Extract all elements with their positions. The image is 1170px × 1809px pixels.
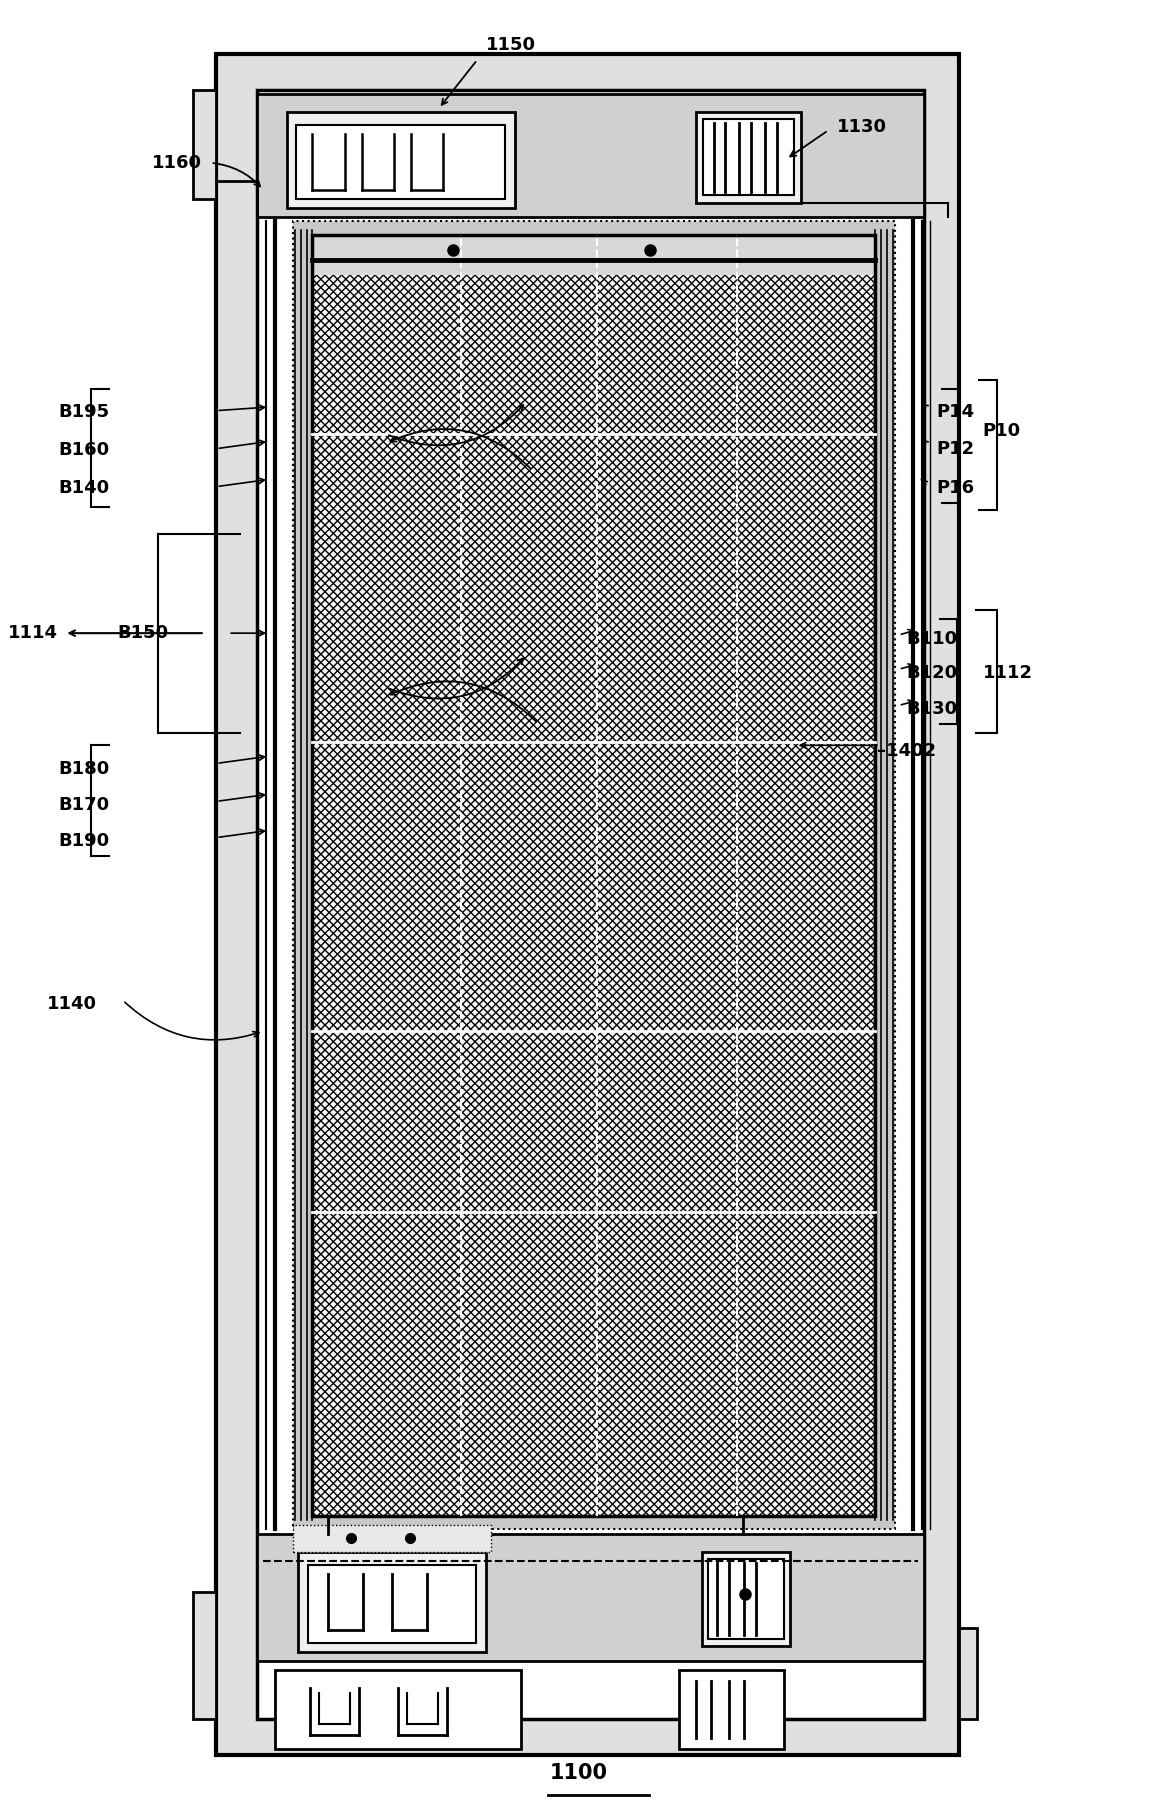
Bar [298,1552,486,1652]
Bar [287,112,515,208]
Text: P12: P12 [936,440,975,458]
Text: P10: P10 [983,421,1021,440]
Text: 1112: 1112 [983,664,1033,682]
Bar [708,1559,784,1639]
Text: B190: B190 [58,832,110,850]
Bar [312,235,875,1516]
Bar [312,235,875,1516]
Bar [193,90,216,199]
Text: B110: B110 [907,630,958,648]
Text: –1402: –1402 [878,742,937,760]
Text: 1140: 1140 [47,995,97,1013]
Text: 1150: 1150 [486,36,536,54]
Bar [679,1670,784,1749]
Text: 1160: 1160 [152,154,202,172]
Bar [696,112,801,203]
Text: B130: B130 [907,700,958,718]
Text: P14: P14 [936,403,975,421]
Bar [257,94,924,217]
Bar [193,1592,216,1719]
Text: 1100: 1100 [550,1762,608,1784]
Text: B150: B150 [117,624,168,642]
Text: 1130: 1130 [837,118,887,136]
Bar [959,1628,977,1719]
Text: B180: B180 [58,760,110,778]
Bar [296,125,505,199]
Text: P16: P16 [936,479,975,497]
Text: B160: B160 [58,441,110,459]
Bar [216,54,959,1755]
Bar [275,1670,521,1749]
Bar [312,235,875,275]
Bar [257,90,924,1719]
Bar [702,1552,790,1646]
Bar [703,119,794,195]
Text: B170: B170 [58,796,110,814]
Bar [308,1565,476,1643]
Bar [292,221,895,1529]
Text: 1114: 1114 [8,624,58,642]
Bar [312,235,875,1516]
Bar [292,1525,491,1552]
Bar [257,1534,924,1661]
Text: B140: B140 [58,479,110,497]
Text: B195: B195 [58,403,110,421]
Bar [312,235,875,1516]
Text: B120: B120 [907,664,958,682]
